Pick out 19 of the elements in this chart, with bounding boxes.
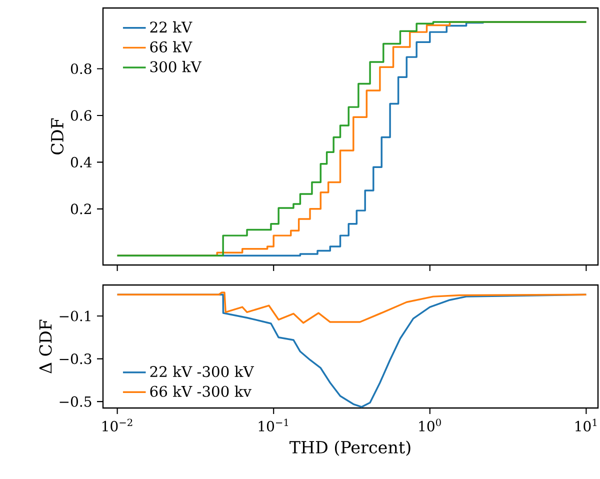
y-tick-label: 0.2 <box>70 204 91 214</box>
y-tick-label: −0.5 <box>60 396 92 407</box>
y-tick-label: −0.3 <box>60 354 92 364</box>
y-tick-label: 0.6 <box>70 110 92 121</box>
y-axis-title: Δ CDF <box>39 320 52 374</box>
x-tick-label: 10$^{−1}$ <box>258 418 288 432</box>
x-tick-label: 10$^{−2}$ <box>102 418 132 432</box>
legend-label: 22 kV -300 kV <box>150 366 254 378</box>
x-tick-label: 10$^{1}$ <box>576 418 596 432</box>
y-tick-label: 0.4 <box>70 156 92 168</box>
y-tick-label: −0.1 <box>60 310 90 322</box>
legend-label: 22 kV <box>150 21 192 32</box>
y-axis-title: CDF <box>50 118 64 154</box>
y-tick-label: 0.8 <box>70 63 92 74</box>
legend-label: 66 kV <box>150 41 192 52</box>
legend-label: 66 kV -300 kv <box>150 386 252 397</box>
x-axis-title: THD (Percent) <box>290 440 410 456</box>
x-tick-label: 10$^{0}$ <box>419 418 441 432</box>
legend-label: 300 kV <box>150 60 202 72</box>
